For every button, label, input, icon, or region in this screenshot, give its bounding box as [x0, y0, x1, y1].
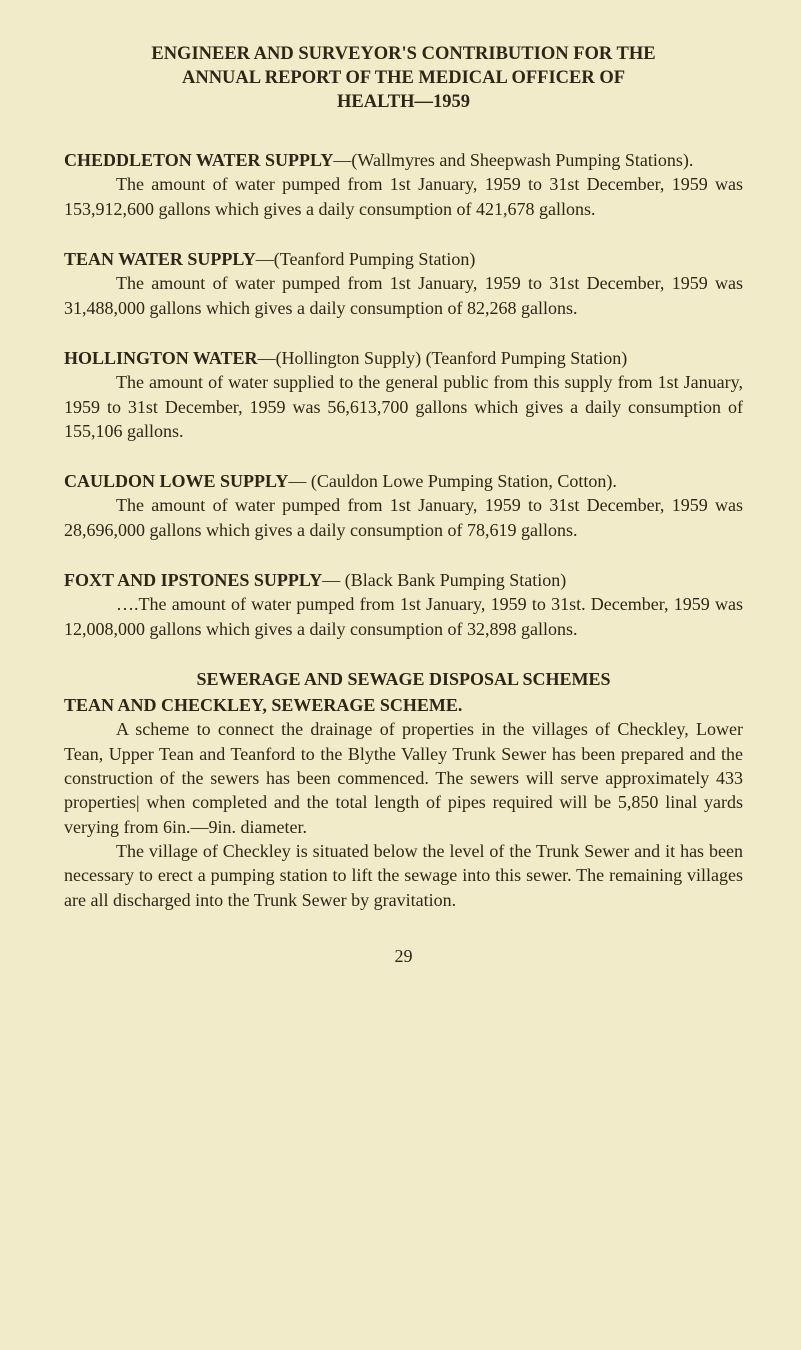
title-line-1: ENGINEER AND SURVEYOR'S CONTRIBUTION FOR… [64, 42, 743, 66]
section-foxt: FOXT AND IPSTONES SUPPLY— (Black Bank Pu… [64, 568, 743, 641]
hollington-heading: HOLLINGTON WATER [64, 348, 258, 368]
sewerage-body-1: A scheme to connect the drainage of prop… [64, 717, 743, 838]
cheddleton-heading-tail: —(Wallmyres and Sheepwash Pumping Statio… [333, 150, 693, 170]
title-line-2: ANNUAL REPORT OF THE MEDICAL OFFICER OF [64, 66, 743, 90]
hollington-heading-para: HOLLINGTON WATER—(Hollington Supply) (Te… [64, 346, 743, 370]
cheddleton-body: The amount of water pumped from 1st Janu… [64, 172, 743, 221]
title-line-3: HEALTH—1959 [64, 90, 743, 114]
sewerage-body-2: The village of Checkley is situated belo… [64, 839, 743, 912]
foxt-heading-para: FOXT AND IPSTONES SUPPLY— (Black Bank Pu… [64, 568, 743, 592]
tean-heading-tail: —(Teanford Pumping Station) [256, 249, 476, 269]
cauldon-heading-para: CAULDON LOWE SUPPLY— (Cauldon Lowe Pumpi… [64, 469, 743, 493]
hollington-heading-tail: —(Hollington Supply) (Teanford Pumping S… [258, 348, 628, 368]
document-page: ENGINEER AND SURVEYOR'S CONTRIBUTION FOR… [0, 0, 801, 1350]
cauldon-heading-tail: — (Cauldon Lowe Pumping Station, Cotton)… [288, 471, 617, 491]
section-sewerage: SEWERAGE AND SEWAGE DISPOSAL SCHEMES TEA… [64, 667, 743, 912]
cheddleton-heading: CHEDDLETON WATER SUPPLY [64, 150, 333, 170]
sewerage-heading-1: SEWERAGE AND SEWAGE DISPOSAL SCHEMES [64, 667, 743, 691]
tean-body: The amount of water pumped from 1st Janu… [64, 271, 743, 320]
foxt-heading: FOXT AND IPSTONES SUPPLY [64, 570, 322, 590]
cauldon-heading: CAULDON LOWE SUPPLY [64, 471, 288, 491]
cheddleton-heading-para: CHEDDLETON WATER SUPPLY—(Wallmyres and S… [64, 148, 743, 172]
sewerage-heading-2: TEAN AND CHECKLEY, SEWERAGE SCHEME. [64, 693, 743, 717]
tean-heading-para: TEAN WATER SUPPLY—(Teanford Pumping Stat… [64, 247, 743, 271]
foxt-body: ….The amount of water pumped from 1st Ja… [64, 592, 743, 641]
tean-heading: TEAN WATER SUPPLY [64, 249, 256, 269]
section-cheddleton: CHEDDLETON WATER SUPPLY—(Wallmyres and S… [64, 148, 743, 221]
section-hollington: HOLLINGTON WATER—(Hollington Supply) (Te… [64, 346, 743, 443]
hollington-body: The amount of water supplied to the gene… [64, 370, 743, 443]
page-number: 29 [64, 944, 743, 968]
title-block: ENGINEER AND SURVEYOR'S CONTRIBUTION FOR… [64, 42, 743, 114]
cauldon-body: The amount of water pumped from 1st Janu… [64, 493, 743, 542]
section-cauldon: CAULDON LOWE SUPPLY— (Cauldon Lowe Pumpi… [64, 469, 743, 542]
section-tean: TEAN WATER SUPPLY—(Teanford Pumping Stat… [64, 247, 743, 320]
foxt-heading-tail: — (Black Bank Pumping Station) [322, 570, 566, 590]
